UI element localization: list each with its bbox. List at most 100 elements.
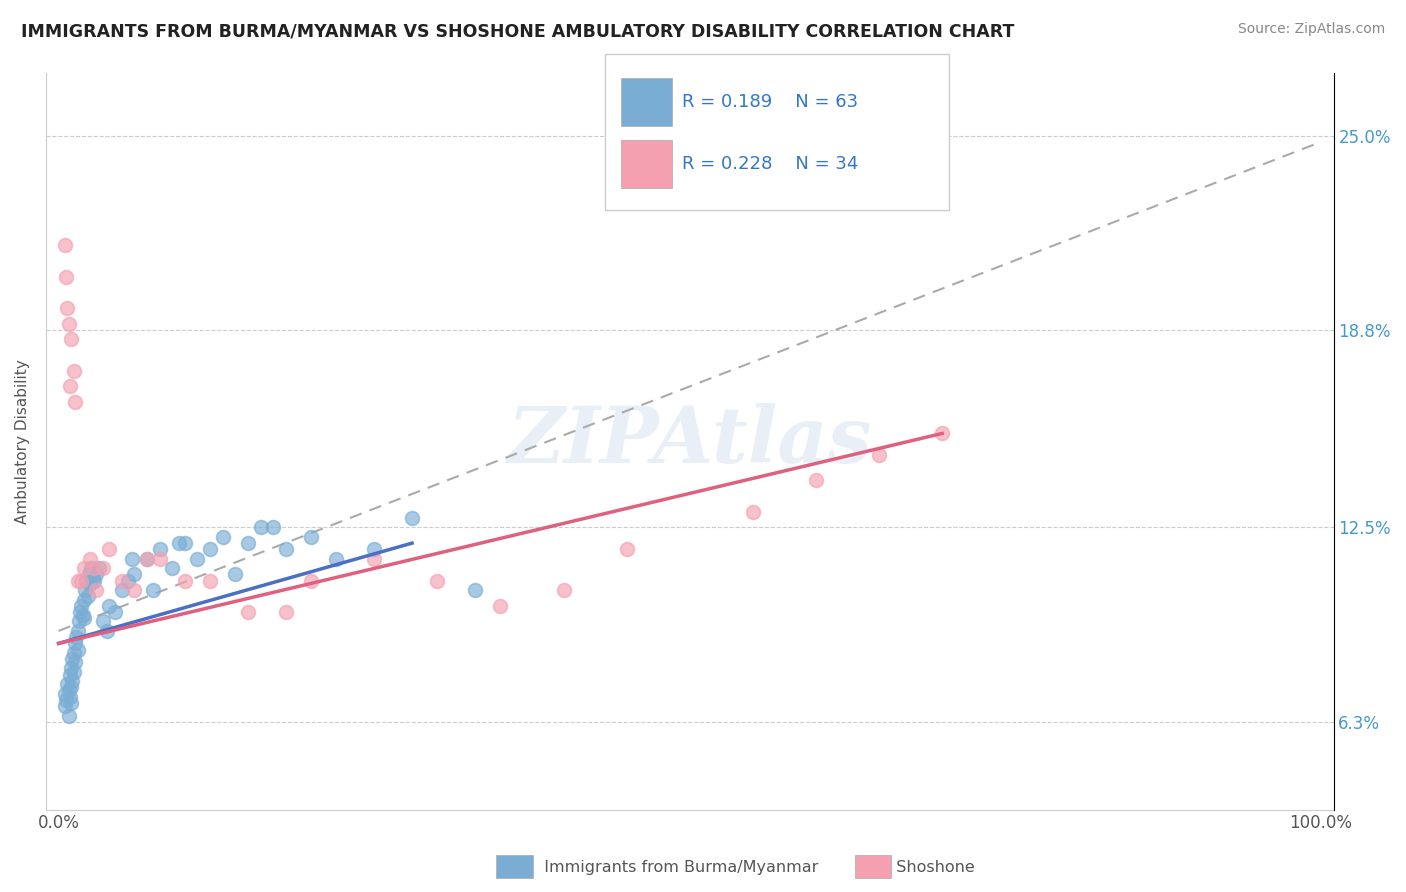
- Point: [53, 238, 76, 252]
- Text: ZIPAtlas: ZIPAtlas: [508, 403, 872, 480]
- Point: [80, 561, 103, 575]
- Point: [59, 667, 82, 681]
- Point: [186, 551, 208, 566]
- Point: [75, 583, 97, 598]
- Point: [136, 551, 159, 566]
- Point: [58, 317, 80, 331]
- Y-axis label: Ambulatory Disability: Ambulatory Disability: [15, 359, 30, 524]
- Point: [363, 542, 385, 557]
- Point: [98, 599, 121, 613]
- Point: [70, 599, 93, 613]
- Point: [198, 574, 221, 588]
- Point: [70, 574, 93, 588]
- Point: [616, 542, 638, 557]
- Point: [167, 536, 190, 550]
- Point: [804, 474, 827, 488]
- Point: [96, 624, 118, 638]
- Point: [142, 583, 165, 598]
- Point: [136, 551, 159, 566]
- Point: [76, 590, 98, 604]
- Text: IMMIGRANTS FROM BURMA/MYANMAR VS SHOSHONE AMBULATORY DISABILITY CORRELATION CHAR: IMMIGRANTS FROM BURMA/MYANMAR VS SHOSHON…: [21, 22, 1015, 40]
- Point: [224, 567, 246, 582]
- Text: R = 0.189    N = 63: R = 0.189 N = 63: [682, 93, 858, 111]
- Point: [236, 605, 259, 619]
- Point: [91, 561, 114, 575]
- Point: [63, 655, 86, 669]
- Text: Immigrants from Burma/Myanmar: Immigrants from Burma/Myanmar: [534, 860, 818, 874]
- Point: [91, 615, 114, 629]
- Point: [931, 426, 953, 441]
- Point: [55, 693, 77, 707]
- Point: [56, 301, 79, 315]
- Point: [86, 583, 108, 598]
- Point: [173, 574, 195, 588]
- Point: [249, 520, 271, 534]
- Point: [62, 673, 84, 688]
- Text: R = 0.228    N = 34: R = 0.228 N = 34: [682, 155, 858, 173]
- Point: [60, 332, 83, 346]
- Point: [117, 574, 139, 588]
- Point: [104, 605, 127, 619]
- Point: [299, 574, 322, 588]
- Point: [401, 511, 423, 525]
- Point: [63, 636, 86, 650]
- Point: [124, 567, 146, 582]
- Point: [79, 551, 101, 566]
- Point: [59, 690, 82, 704]
- Point: [86, 567, 108, 582]
- Point: [299, 530, 322, 544]
- Point: [148, 551, 170, 566]
- Point: [77, 567, 100, 582]
- Point: [173, 536, 195, 550]
- Point: [160, 561, 183, 575]
- Point: [121, 551, 143, 566]
- Point: [53, 699, 76, 714]
- Point: [73, 611, 96, 625]
- Point: [124, 583, 146, 598]
- Point: [553, 583, 575, 598]
- Point: [67, 615, 90, 629]
- Point: [60, 661, 83, 675]
- Point: [59, 379, 82, 393]
- Point: [75, 574, 97, 588]
- Point: [65, 630, 87, 644]
- Point: [66, 574, 89, 588]
- Point: [426, 574, 449, 588]
- Point: [87, 561, 110, 575]
- Point: [58, 708, 80, 723]
- Point: [489, 599, 512, 613]
- Point: [73, 561, 96, 575]
- Point: [464, 583, 486, 598]
- Point: [55, 269, 77, 284]
- Point: [236, 536, 259, 550]
- Point: [73, 592, 96, 607]
- Point: [66, 624, 89, 638]
- Point: [58, 683, 80, 698]
- Point: [82, 571, 104, 585]
- Point: [111, 583, 134, 598]
- Point: [69, 605, 91, 619]
- Point: [79, 577, 101, 591]
- Point: [83, 574, 105, 588]
- Point: [211, 530, 233, 544]
- Point: [72, 608, 94, 623]
- Point: [62, 665, 84, 679]
- Point: [60, 696, 83, 710]
- Point: [60, 681, 83, 695]
- Point: [83, 561, 105, 575]
- Text: Source: ZipAtlas.com: Source: ZipAtlas.com: [1237, 22, 1385, 37]
- Text: Shoshone: Shoshone: [886, 860, 974, 874]
- Point: [98, 542, 121, 557]
- Point: [62, 364, 84, 378]
- Point: [363, 551, 385, 566]
- Point: [741, 505, 763, 519]
- Point: [868, 448, 890, 462]
- Point: [198, 542, 221, 557]
- Point: [62, 646, 84, 660]
- Point: [66, 642, 89, 657]
- Point: [325, 551, 347, 566]
- Point: [274, 605, 297, 619]
- Point: [63, 395, 86, 409]
- Point: [148, 542, 170, 557]
- Point: [62, 652, 84, 666]
